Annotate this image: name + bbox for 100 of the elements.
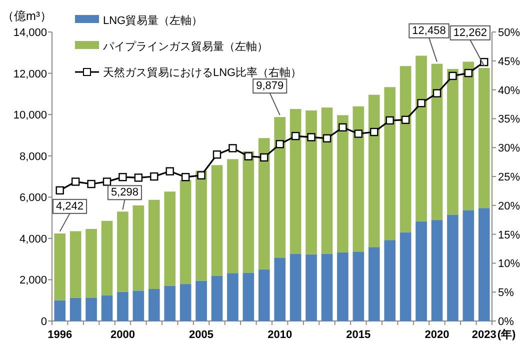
bar — [54, 233, 66, 300]
bar — [211, 165, 223, 276]
point — [464, 68, 473, 78]
y-tick-label: 14,000 — [13, 27, 47, 39]
bar — [196, 280, 207, 321]
x-tick-label: 2020 — [424, 329, 450, 341]
x-tick-label: 2010 — [268, 329, 292, 341]
bar — [321, 108, 333, 254]
y2-tick-label: 45% — [498, 56, 520, 68]
bar — [101, 295, 113, 321]
point — [276, 140, 284, 148]
point — [56, 186, 64, 194]
y2-tick-label: 10% — [498, 258, 520, 270]
legend-label: 天然ガス貿易におけるLNG比率（右軸） — [103, 66, 302, 79]
annotation: 4,242 — [52, 198, 88, 232]
point — [166, 167, 174, 176]
bar — [337, 252, 348, 321]
bar — [447, 68, 458, 215]
point — [448, 72, 457, 80]
point — [181, 172, 190, 182]
bar — [384, 87, 396, 240]
annotation: 12,262 — [450, 25, 490, 66]
point — [134, 174, 143, 182]
bar — [337, 115, 348, 252]
bar — [478, 208, 490, 321]
bar — [132, 290, 144, 321]
bar — [242, 272, 254, 321]
bar — [462, 210, 474, 321]
point — [354, 130, 363, 138]
point — [71, 178, 80, 186]
y2-tick-label: 5% — [498, 287, 514, 300]
bar — [164, 192, 176, 286]
bar — [400, 232, 412, 321]
y2-tick-label: 15% — [498, 229, 520, 242]
y2-tick-label: 30% — [498, 142, 520, 155]
annotation: 12,458 — [412, 24, 446, 37]
bar — [290, 109, 302, 254]
bar — [101, 220, 113, 296]
bar — [352, 252, 364, 321]
y2-tick-label: 25% — [498, 172, 520, 184]
y-tick-label: 0 — [40, 316, 47, 328]
point — [386, 116, 394, 125]
bar — [227, 159, 238, 274]
y2-tick-label: 35% — [498, 114, 520, 126]
bar — [368, 247, 380, 321]
bar — [54, 300, 66, 321]
y2-tick-label: 20% — [498, 200, 520, 212]
annotation: 4,242 — [56, 200, 84, 212]
bar — [352, 106, 364, 252]
bar — [447, 214, 458, 321]
annotation: 9,879 — [256, 80, 284, 92]
bar — [70, 298, 82, 321]
point — [118, 172, 127, 182]
x-tick-label: 1996 — [48, 329, 72, 341]
point — [212, 150, 222, 159]
y-tick-label: 8,000 — [19, 150, 47, 163]
point — [370, 128, 378, 136]
bar — [164, 286, 176, 321]
legend-label: LNG貿易量（左軸） — [103, 14, 203, 27]
bar — [462, 62, 474, 210]
y-tick-label: 6,000 — [19, 192, 47, 204]
bar — [148, 200, 160, 290]
bar — [117, 292, 128, 321]
bar — [258, 138, 270, 270]
point — [291, 132, 300, 140]
x-tick-label: 2005 — [189, 329, 214, 341]
annotation: 5,298 — [110, 186, 138, 199]
bar — [86, 298, 97, 321]
bar — [196, 170, 207, 281]
y2-tick-label: 0% — [498, 316, 514, 328]
annotation: 9,879 — [252, 78, 288, 116]
bar — [227, 273, 238, 321]
point — [228, 144, 237, 152]
point — [401, 116, 410, 124]
bar — [306, 110, 317, 254]
point — [102, 178, 112, 186]
bar — [321, 254, 333, 321]
x-tick-label: 2015 — [346, 329, 371, 341]
point — [417, 98, 426, 108]
bar — [384, 240, 396, 321]
bar — [274, 117, 286, 258]
bar — [274, 258, 286, 321]
annotation: 12,262 — [453, 26, 487, 39]
y-tick-label: 10,000 — [13, 110, 47, 122]
bar — [211, 276, 223, 321]
bar — [478, 68, 490, 208]
bar — [132, 205, 144, 291]
x-tick-label: 2000 — [110, 329, 135, 341]
x-axis-title: (年) — [497, 328, 516, 341]
bar — [416, 221, 427, 321]
point — [307, 133, 316, 142]
point — [322, 134, 332, 142]
bar — [86, 228, 97, 298]
bar — [431, 64, 443, 220]
annotation: 5,298 — [107, 185, 142, 210]
point — [87, 180, 96, 188]
y-tick-label: 2,000 — [19, 274, 47, 287]
point — [432, 89, 442, 98]
point — [338, 123, 347, 132]
bar — [70, 231, 82, 298]
